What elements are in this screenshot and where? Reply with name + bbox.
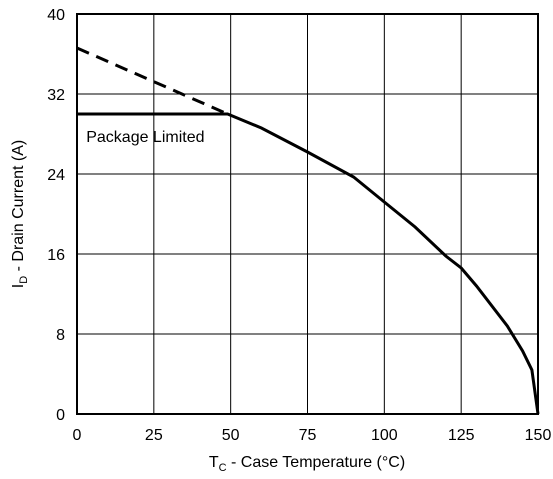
x-tick-label: 150	[525, 427, 552, 444]
grid	[76, 13, 539, 415]
x-axis-label: TC - Case Temperature (°C)	[209, 454, 405, 474]
y-axis-label: ID - Drain Current (A)	[10, 140, 30, 288]
y-tick-label: 32	[47, 87, 65, 104]
x-tick-label: 0	[73, 427, 82, 444]
y-tick-labels: 0 8 16 24 32 40	[47, 7, 65, 424]
y-tick-label: 0	[56, 407, 65, 424]
x-tick-label: 25	[145, 427, 163, 444]
annotation-label: Package Limited	[86, 129, 204, 146]
drain-current-line	[77, 112, 540, 415]
x-tick-label: 50	[222, 427, 240, 444]
y-tick-label: 24	[47, 167, 65, 184]
y-tick-label: 8	[56, 327, 65, 344]
y-tick-label: 16	[47, 247, 65, 264]
series-layer	[76, 46, 540, 415]
plot-frame	[76, 13, 539, 415]
x-tick-label: 75	[299, 427, 317, 444]
x-tick-label: 125	[448, 427, 475, 444]
annotations: Package Limited	[86, 129, 204, 146]
dashed-limit-line	[76, 46, 229, 116]
x-tick-labels: 0 25 50 75 100 125 150	[73, 427, 552, 444]
y-tick-label: 40	[47, 7, 65, 24]
x-tick-label: 100	[371, 427, 398, 444]
